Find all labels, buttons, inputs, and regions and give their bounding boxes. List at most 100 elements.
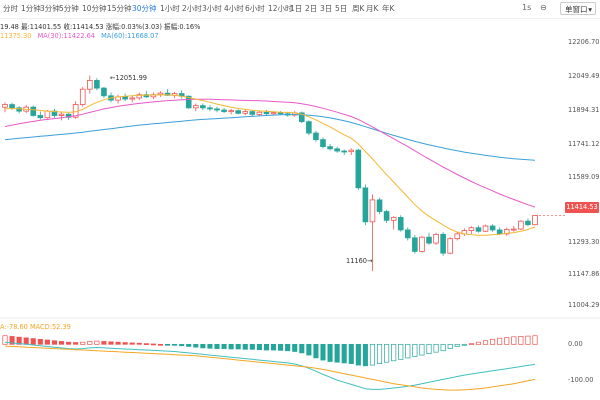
tab-timeframe-4[interactable]: 10分钟 xyxy=(82,4,107,13)
count-label[interactable]: 1s xyxy=(522,3,532,12)
macd-bar xyxy=(30,338,36,345)
candle xyxy=(44,110,51,119)
price-axis-label: 12049.49 xyxy=(568,72,600,81)
price-axis-label: 11147.86 xyxy=(568,269,600,278)
candle xyxy=(341,150,347,153)
macd-bar xyxy=(468,343,474,345)
candle xyxy=(242,111,249,114)
window-mode-select[interactable]: 单窗口 ▾ xyxy=(560,2,596,15)
macd-bar xyxy=(447,343,453,349)
macd-bar xyxy=(412,343,418,357)
candle xyxy=(221,109,227,112)
macd-bar xyxy=(511,336,517,345)
tab-timeframe-3[interactable]: 5分钟 xyxy=(59,4,79,13)
candle xyxy=(447,238,453,254)
macd-bar xyxy=(37,338,43,345)
macd-bar xyxy=(80,341,86,345)
macd-bar xyxy=(532,335,538,345)
macd-bar xyxy=(51,340,58,345)
candle xyxy=(313,132,319,141)
candle xyxy=(129,97,136,100)
candle xyxy=(270,112,277,115)
dif-line xyxy=(4,341,536,390)
macd-bar xyxy=(150,343,156,346)
candle xyxy=(320,139,326,148)
minimize-icon[interactable]: ⊖ xyxy=(540,3,547,12)
macd-bar xyxy=(256,343,262,351)
macd-bar xyxy=(369,343,376,366)
tab-timeframe-10[interactable]: 4小时 xyxy=(224,4,244,13)
macd-bar xyxy=(270,343,277,351)
macd-bar xyxy=(143,343,149,345)
candle xyxy=(426,236,432,244)
macd-bar xyxy=(497,337,503,345)
macd-bar xyxy=(454,343,460,347)
tab-timeframe-1[interactable]: 1分钟 xyxy=(21,4,41,13)
candle xyxy=(207,107,213,110)
tab-timeframe-18[interactable]: 月K xyxy=(366,4,379,13)
macd-bar xyxy=(16,336,22,345)
tab-timeframe-5[interactable]: 15分钟 xyxy=(107,4,132,13)
price-axis-label: 11004.29 xyxy=(568,301,600,310)
macd-bar xyxy=(482,340,489,345)
candle xyxy=(94,80,100,89)
candle xyxy=(525,220,531,226)
candle xyxy=(101,87,107,97)
candle xyxy=(214,108,220,111)
macd-bar xyxy=(355,343,361,366)
candle xyxy=(397,217,404,231)
candle xyxy=(58,113,65,116)
macd-bar xyxy=(115,341,121,345)
tab-timeframe-11[interactable]: 6小时 xyxy=(245,4,265,13)
tab-timeframe-17[interactable]: 周K xyxy=(352,4,365,13)
macd-bar xyxy=(263,343,270,351)
candle xyxy=(87,80,93,90)
candle xyxy=(122,96,128,100)
price-axis-label: 11589.09 xyxy=(568,173,600,182)
price-axis-label: 12206.70 xyxy=(568,37,600,46)
candle xyxy=(2,104,8,108)
candle xyxy=(235,110,242,114)
macd-bar xyxy=(249,343,255,350)
macd-bar xyxy=(200,343,206,349)
current-price-label: 11414.53 xyxy=(565,202,599,213)
candle xyxy=(263,111,270,115)
macd-bar xyxy=(433,343,439,353)
macd-bar xyxy=(73,342,79,345)
tab-timeframe-12[interactable]: 12小时 xyxy=(268,4,293,13)
macd-bar xyxy=(426,343,432,354)
candle xyxy=(16,107,22,112)
macd-bar xyxy=(172,343,178,346)
candle xyxy=(334,148,340,152)
macd-bar xyxy=(278,343,284,351)
macd-bar xyxy=(87,341,93,345)
macd-bar xyxy=(327,343,333,362)
macd-bar xyxy=(44,339,50,345)
tab-timeframe-2[interactable]: 3分钟 xyxy=(40,4,60,13)
tab-timeframe-6[interactable]: 30分钟 xyxy=(132,4,157,13)
tab-timeframe-9[interactable]: 3小时 xyxy=(202,4,222,13)
candle xyxy=(489,225,496,231)
tab-timeframe-16[interactable]: 5日 xyxy=(335,4,348,13)
macd-axis-label: 0.00 xyxy=(568,340,583,349)
candle xyxy=(30,106,37,116)
tab-timeframe-0[interactable]: 分时 xyxy=(3,4,18,13)
tab-timeframe-15[interactable]: 3日 xyxy=(320,4,333,13)
macd-bar xyxy=(391,343,397,362)
candle xyxy=(404,229,411,239)
tab-timeframe-13[interactable]: 1日 xyxy=(290,4,303,13)
macd-bar xyxy=(66,341,72,345)
macd-bar xyxy=(299,343,305,354)
tab-timeframe-7[interactable]: 1小时 xyxy=(160,4,180,13)
macd-info: A:-78.60 MACD:52.39 xyxy=(0,323,71,331)
macd-bar xyxy=(157,343,164,346)
ma30-line xyxy=(4,98,536,208)
candle xyxy=(348,149,355,153)
candle xyxy=(249,111,256,115)
tab-timeframe-14[interactable]: 2日 xyxy=(305,4,318,13)
tab-timeframe-19[interactable]: 年K xyxy=(382,4,395,13)
candle xyxy=(327,146,333,150)
candle xyxy=(79,88,86,105)
tab-timeframe-8[interactable]: 2小时 xyxy=(182,4,202,13)
